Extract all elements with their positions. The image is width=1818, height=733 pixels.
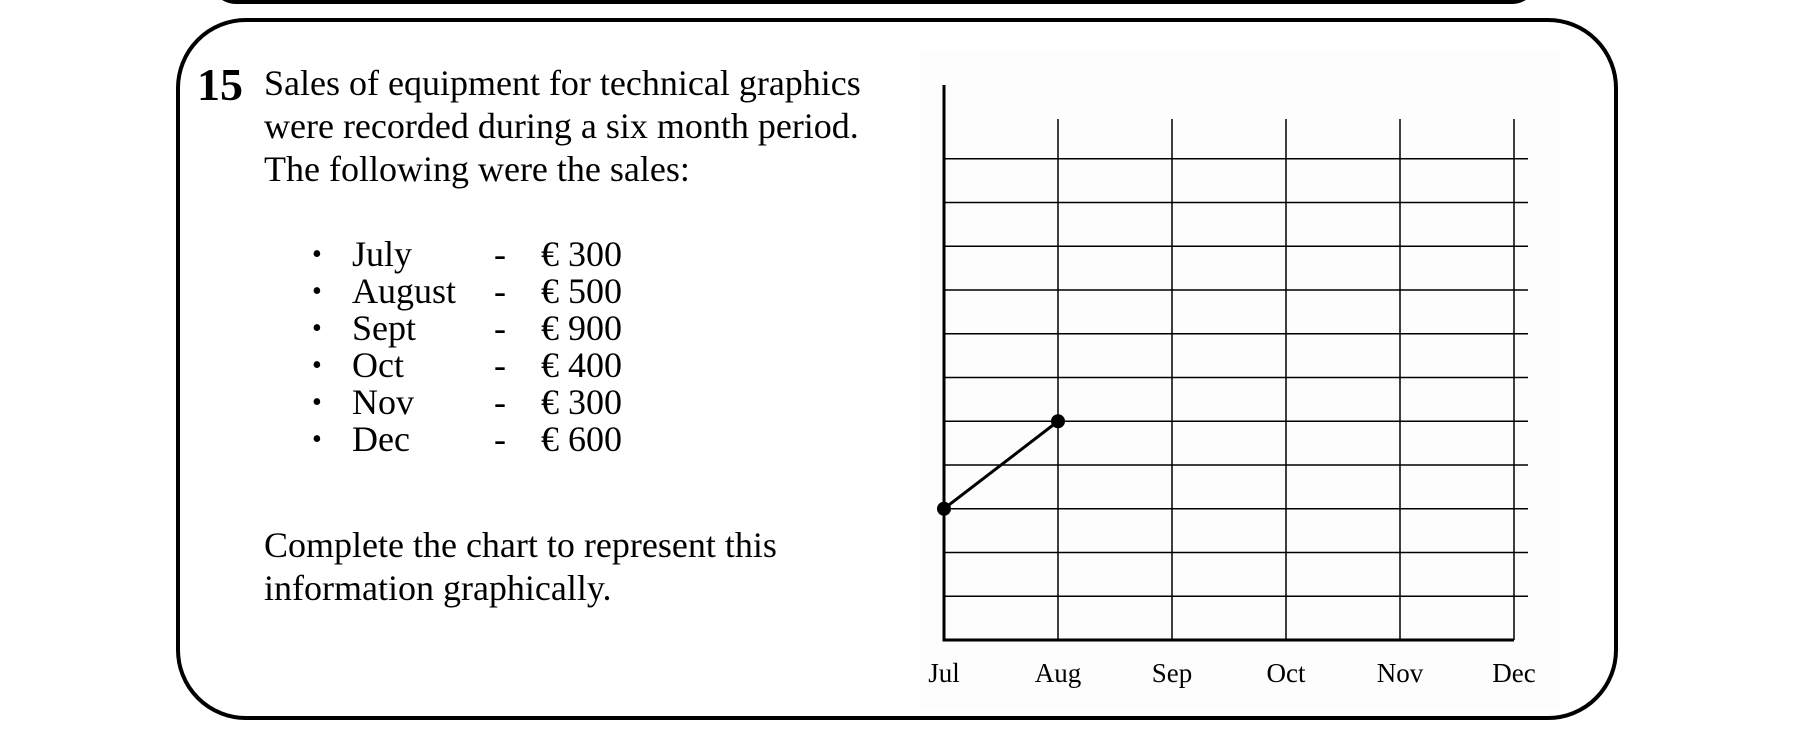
sales-month: Oct [352, 345, 404, 385]
sales-dash: - [494, 345, 506, 385]
sales-month: July [352, 234, 413, 274]
sales-amount: € 500 [541, 271, 622, 311]
bullet-icon: • [312, 424, 322, 455]
bullet-icon: • [312, 313, 322, 344]
sales-list-item: • Sept - € 900 [312, 310, 661, 347]
sales-list-item: • July - € 300 [312, 236, 661, 273]
bullet-icon: • [312, 239, 322, 270]
bullet-icon: • [312, 387, 322, 418]
question-instruction: Complete the chart to represent this inf… [264, 524, 777, 610]
x-tick-label: Sep [1152, 658, 1193, 688]
sales-amount: € 600 [541, 419, 622, 459]
sales-month: Dec [352, 419, 410, 459]
sales-dash: - [494, 419, 506, 459]
sales-list: • July - € 300 • August - € 500 • Sept -… [312, 236, 661, 458]
sales-amount: € 900 [541, 308, 622, 348]
sales-amount: € 300 [541, 234, 622, 274]
question-box [176, 18, 1618, 720]
data-point [1051, 414, 1065, 429]
sales-dash: - [494, 308, 506, 348]
sales-month: Nov [352, 382, 414, 422]
data-point [937, 501, 951, 516]
sales-dash: - [494, 234, 506, 274]
bullet-icon: • [312, 276, 322, 307]
sales-list-item: • Dec - € 600 [312, 421, 661, 458]
previous-question-frame [210, 0, 1538, 4]
intro-line: The following were the sales: [264, 149, 690, 189]
question-number: 15 [197, 59, 243, 110]
x-tick-label: Dec [1492, 658, 1535, 688]
x-tick-label: Oct [1267, 658, 1306, 688]
intro-line: were recorded during a six month period. [264, 106, 859, 146]
instruction-line: information graphically. [264, 568, 612, 608]
x-tick-label: Jul [928, 658, 960, 688]
sales-chart: Jul Aug Sep Oct Nov Dec [920, 50, 1560, 710]
sales-month: Sept [352, 308, 417, 348]
instruction-line: Complete the chart to represent this [264, 525, 777, 565]
sales-dash: - [494, 271, 506, 311]
x-tick-label: Nov [1377, 658, 1424, 688]
series-line [943, 420, 1059, 510]
sales-amount: € 300 [541, 382, 622, 422]
sales-month: August [352, 271, 457, 311]
sales-list-item: • Nov - € 300 [312, 384, 661, 421]
intro-line: Sales of equipment for technical graphic… [264, 63, 861, 103]
sales-dash: - [494, 382, 506, 422]
chart-svg: Jul Aug Sep Oct Nov Dec [928, 85, 1536, 688]
question-intro: Sales of equipment for technical graphic… [264, 62, 914, 191]
sales-list-item: • Oct - € 400 [312, 347, 661, 384]
x-tick-label: Aug [1035, 658, 1082, 688]
sales-amount: € 400 [541, 345, 622, 385]
sales-list-item: • August - € 500 [312, 273, 661, 310]
bullet-icon: • [312, 350, 322, 381]
